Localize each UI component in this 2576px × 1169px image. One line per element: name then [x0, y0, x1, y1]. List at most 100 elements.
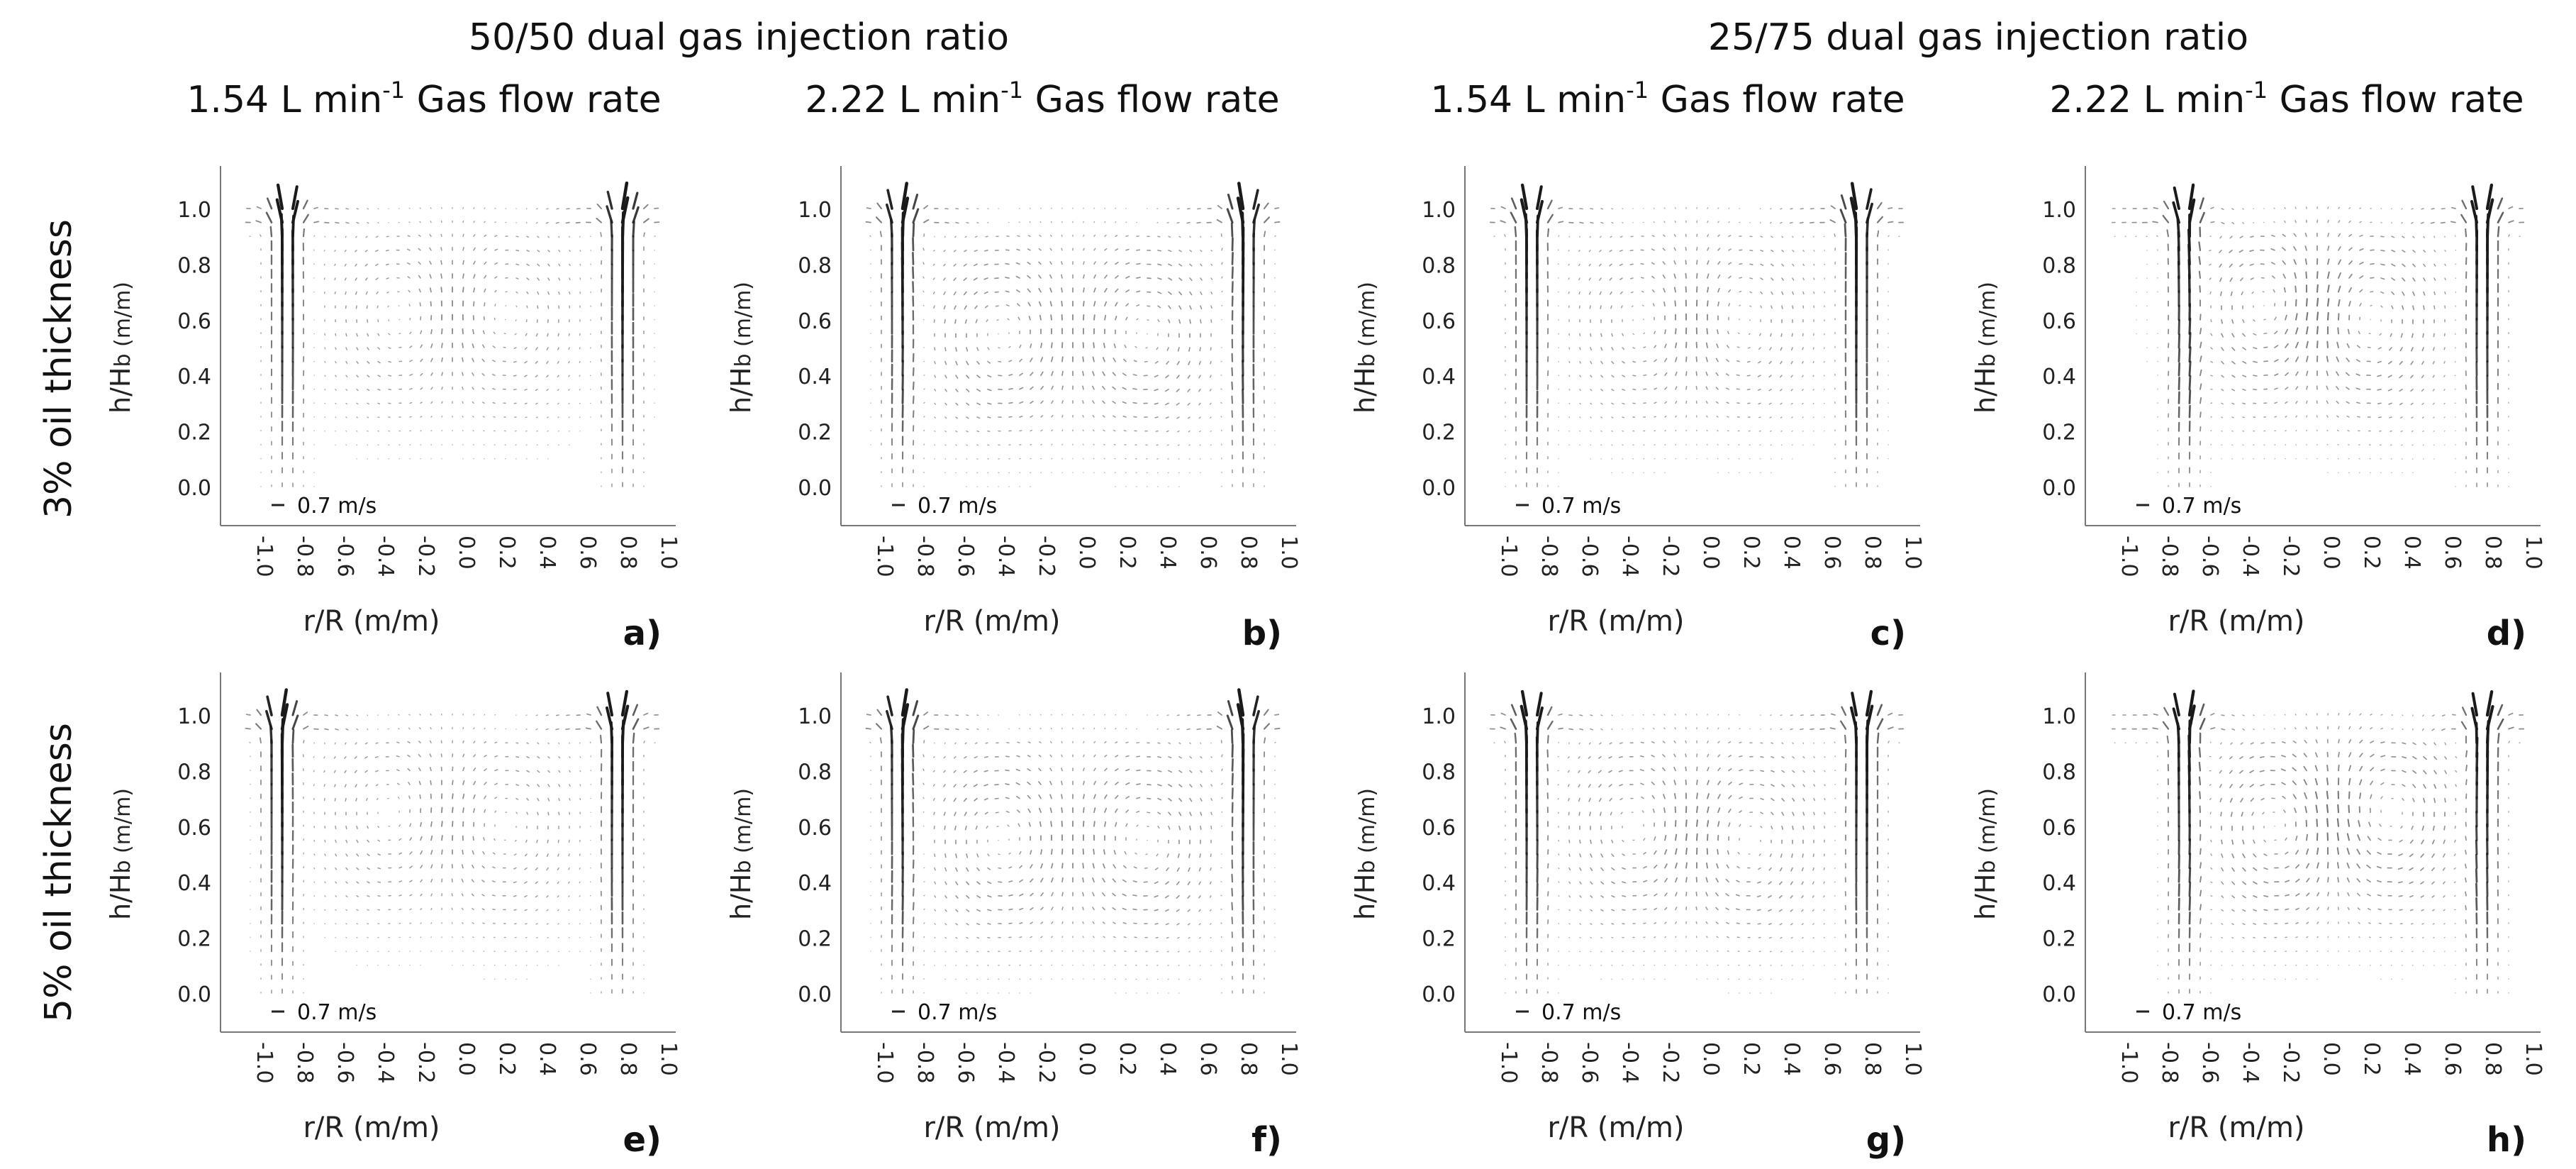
velocity-vector	[535, 375, 538, 377]
velocity-vector	[291, 185, 299, 211]
velocity-vector	[462, 357, 464, 362]
velocity-vector	[1145, 853, 1148, 855]
velocity-vector	[471, 893, 474, 897]
velocity-vector	[2346, 415, 2350, 418]
velocity-vector	[1610, 236, 1612, 238]
velocity-vector	[1157, 826, 1160, 829]
velocity-vector	[1780, 402, 1783, 405]
y-tick-label: 0.4	[1422, 365, 1456, 389]
velocity-vector	[1622, 853, 1625, 856]
velocity-vector	[396, 741, 400, 743]
x-axis-label: r/R (m/m)	[2168, 605, 2304, 638]
velocity-vector	[1112, 907, 1116, 911]
velocity-vector	[2327, 233, 2329, 238]
velocity-vector	[375, 236, 379, 238]
velocity-vector	[1812, 347, 1814, 350]
velocity-vector	[1705, 386, 1708, 390]
x-tick-label: -0.4	[1617, 1042, 1642, 1084]
velocity-vector	[1177, 951, 1180, 953]
velocity-vector	[1654, 387, 1658, 390]
velocity-vector	[1663, 287, 1666, 293]
velocity-vector	[1030, 429, 1033, 432]
velocity-vector	[1168, 277, 1173, 281]
velocity-vector	[953, 770, 957, 773]
velocity-vector	[579, 895, 581, 897]
velocity-vector	[1619, 277, 1623, 280]
velocity-vector	[2411, 430, 2414, 433]
velocity-vector	[2444, 250, 2446, 252]
velocity-vector	[1695, 371, 1697, 377]
velocity-vector	[1600, 867, 1604, 871]
velocity-vector	[869, 741, 871, 743]
velocity-vector	[922, 782, 925, 785]
vector-field	[865, 688, 1281, 994]
velocity-vector	[2231, 347, 2236, 351]
velocity-vector	[966, 375, 970, 379]
velocity-vector	[472, 416, 474, 418]
velocity-vector	[255, 723, 262, 730]
y-tick-label: 1.0	[2042, 198, 2076, 223]
velocity-vector	[1651, 754, 1655, 758]
velocity-vector	[1168, 305, 1171, 309]
velocity-vector	[2285, 387, 2289, 390]
velocity-vector	[1178, 784, 1183, 787]
velocity-vector	[1558, 221, 1564, 223]
velocity-vector	[976, 894, 981, 899]
velocity-vector	[1609, 797, 1612, 802]
velocity-vector	[546, 881, 549, 885]
x-tick-label: -0.2	[2278, 536, 2303, 577]
velocity-vector	[1176, 375, 1180, 379]
velocity-vector	[2443, 389, 2446, 392]
velocity-vector	[323, 263, 325, 266]
velocity-vector	[876, 709, 883, 716]
velocity-vector	[472, 387, 474, 390]
velocity-vector	[515, 756, 520, 758]
velocity-vector	[1083, 780, 1085, 785]
velocity-vector	[2421, 389, 2424, 392]
velocity-vector	[2402, 291, 2405, 296]
velocity-vector	[2357, 416, 2360, 418]
velocity-vector	[1802, 402, 1804, 405]
velocity-vector	[515, 319, 517, 321]
velocity-vector	[933, 811, 935, 816]
x-tick-label: -0.4	[2238, 536, 2263, 577]
velocity-vector	[1673, 260, 1676, 265]
velocity-vector	[462, 780, 465, 785]
velocity-vector	[2274, 331, 2278, 335]
velocity-vector	[537, 305, 539, 309]
velocity-vector	[2336, 400, 2339, 404]
x-tick-label: 1.0	[1900, 1042, 1925, 1076]
velocity-vector	[1005, 277, 1010, 279]
velocity-vector	[408, 304, 411, 306]
velocity-vector	[420, 908, 423, 911]
velocity-vector	[535, 909, 538, 912]
velocity-vector	[606, 205, 613, 224]
velocity-vector	[535, 389, 538, 392]
velocity-vector	[1802, 375, 1804, 377]
velocity-vector	[1125, 782, 1130, 785]
velocity-vector	[1264, 231, 1266, 238]
velocity-vector	[1019, 358, 1023, 362]
velocity-vector	[1663, 234, 1666, 237]
velocity-vector	[418, 234, 421, 237]
velocity-vector	[1049, 301, 1052, 307]
velocity-vector	[2402, 277, 2406, 282]
velocity-vector	[1640, 277, 1644, 279]
y-axis-label: h/Hb (m/m)	[1349, 788, 1381, 920]
velocity-vector	[1849, 196, 1858, 224]
velocity-vector	[525, 728, 528, 730]
velocity-vector	[1027, 262, 1031, 265]
velocity-vector	[494, 810, 497, 813]
velocity-vector	[365, 784, 368, 787]
velocity-vector	[1736, 360, 1740, 362]
velocity-vector	[1662, 274, 1666, 279]
velocity-vector	[1749, 263, 1753, 265]
velocity-vector	[964, 811, 967, 816]
velocity-vector	[492, 909, 496, 911]
velocity-vector	[302, 214, 309, 223]
velocity-vector	[409, 894, 413, 897]
velocity-vector	[388, 389, 391, 391]
velocity-vector	[1125, 262, 1130, 265]
velocity-vector	[406, 248, 411, 251]
velocity-vector	[2231, 318, 2234, 324]
